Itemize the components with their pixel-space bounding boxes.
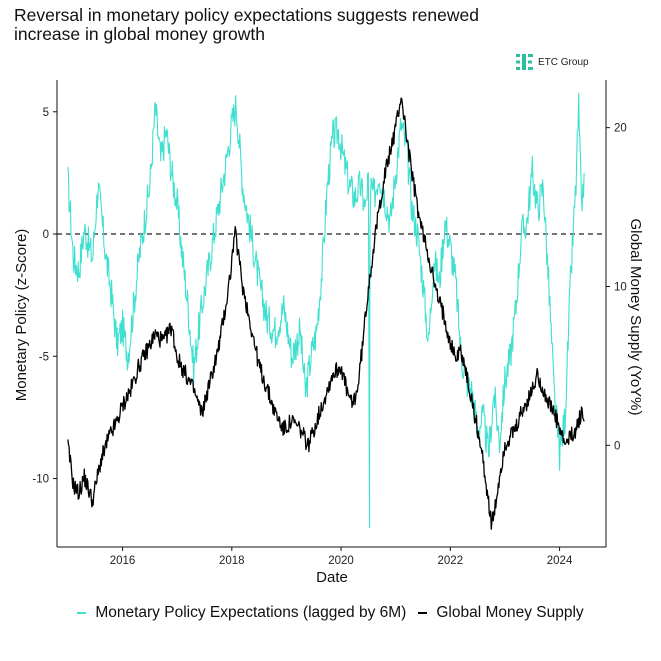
- x-tick-label-2022: 2022: [438, 555, 464, 567]
- y-left-tick-label-0: 0: [43, 229, 49, 241]
- y-right-tick-label-20: 20: [614, 123, 627, 135]
- legend-key-money: [418, 612, 428, 614]
- y-right-tick-label-0: 0: [614, 440, 620, 452]
- y-left-tick-label-5: 5: [43, 107, 49, 119]
- x-axis-title: Date: [316, 569, 348, 586]
- y-left-tick-label--5: -5: [39, 351, 49, 363]
- legend: Monetary Policy Expectations (lagged by …: [0, 604, 661, 622]
- y-axis-right-title: Global Money Supply (YoY%): [627, 218, 644, 415]
- brand-name: ETC Group: [538, 56, 589, 68]
- chart-title: Reversal in monetary policy expectations…: [14, 6, 479, 44]
- series-line-monetary-policy: [67, 92, 585, 528]
- legend-key-policy: [77, 612, 87, 614]
- y-axis-left-title: Monetary Policy (z-Score): [13, 229, 30, 402]
- x-tick-label-2018: 2018: [219, 555, 245, 567]
- brand-logo: ETC Group: [516, 54, 589, 70]
- chart-title-line-2: increase in global money growth: [14, 24, 265, 44]
- legend-item-policy: Monetary Policy Expectations (lagged by …: [77, 604, 406, 622]
- chart-title-line-1: Reversal in monetary policy expectations…: [14, 5, 479, 25]
- series-line-money-supply: [67, 97, 585, 530]
- y-right-tick-label-10: 10: [614, 281, 627, 293]
- y-left-tick-label--10: -10: [32, 474, 49, 486]
- x-tick-label-2024: 2024: [547, 555, 573, 567]
- series-layer: [67, 92, 585, 530]
- axes-layer: 2016 2018 2020 2022 2024 5 0 -5 -10 20 10 0: [32, 80, 627, 567]
- legend-label-policy: Monetary Policy Expectations (lagged by …: [95, 604, 407, 621]
- x-tick-label-2020: 2020: [328, 555, 354, 567]
- legend-label-money: Global Money Supply: [436, 604, 584, 621]
- legend-item-money: Global Money Supply: [418, 604, 584, 622]
- etc-group-logo-icon: [516, 54, 533, 70]
- x-tick-label-2016: 2016: [110, 555, 136, 567]
